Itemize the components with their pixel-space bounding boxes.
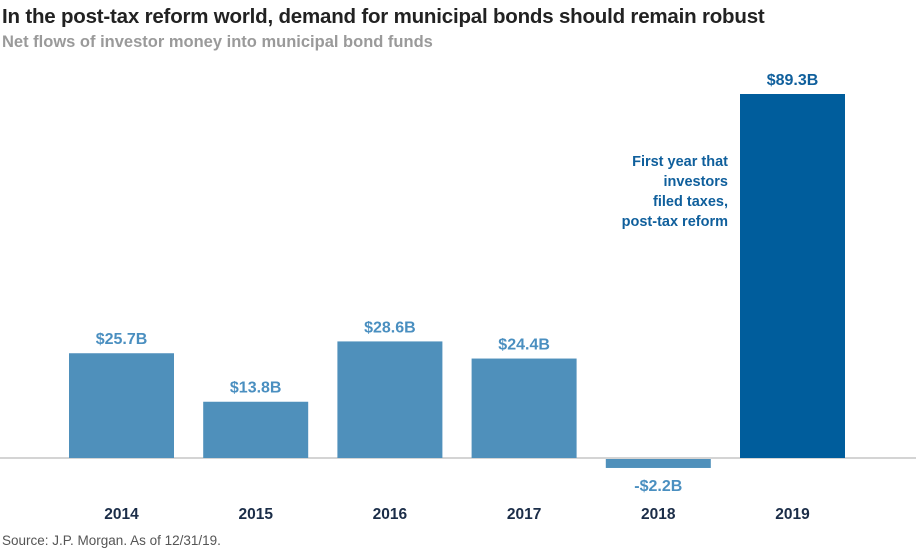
data-label: $28.6B <box>364 319 416 336</box>
annotation-line: First year that <box>632 154 728 170</box>
annotation-2019: First year that investors filed taxes, p… <box>568 152 728 232</box>
bar-2016 <box>337 341 443 458</box>
data-label: $24.4B <box>498 337 550 354</box>
annotation-line: filed taxes, <box>653 194 728 210</box>
bar-2019 <box>740 94 845 458</box>
bar-2014 <box>69 353 174 458</box>
x-tick-label: 2017 <box>507 506 541 523</box>
bar-2015 <box>203 401 309 458</box>
chart-subtitle: Net flows of investor money into municip… <box>2 33 433 51</box>
annotation-line: post-tax reform <box>621 214 728 230</box>
data-label: $89.3B <box>767 72 819 89</box>
x-tick-label: 2016 <box>373 506 408 523</box>
chart-title: In the post-tax reform world, demand for… <box>2 5 765 28</box>
x-tick-label: 2019 <box>775 506 810 523</box>
annotation-line: investors <box>663 174 728 190</box>
bar-2018 <box>605 459 711 468</box>
x-tick-label: 2015 <box>238 506 273 523</box>
data-label: -$2.2B <box>634 478 682 495</box>
x-tick-label: 2018 <box>641 506 676 523</box>
x-tick-label: 2014 <box>104 506 139 523</box>
data-label: $25.7B <box>96 331 148 348</box>
source-note: Source: J.P. Morgan. As of 12/31/19. <box>2 533 221 548</box>
bar-2017 <box>471 358 577 458</box>
data-label: $13.8B <box>230 380 282 397</box>
